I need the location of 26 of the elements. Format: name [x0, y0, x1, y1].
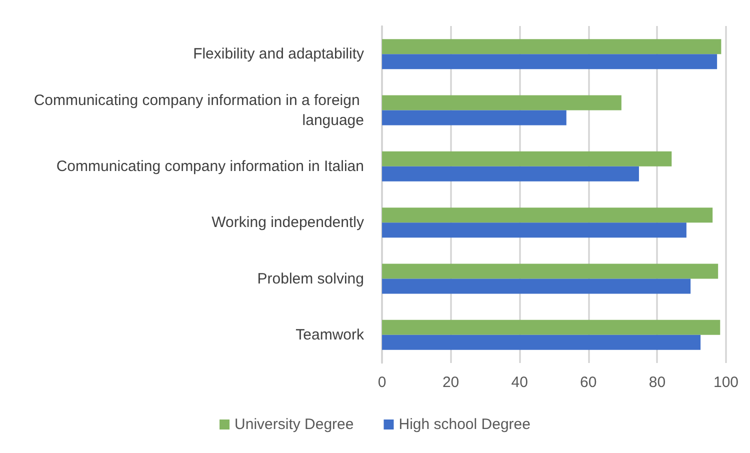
y-tick-label: Teamwork — [296, 326, 364, 344]
bar — [382, 334, 701, 350]
y-tick-label: Communicating company information in Italian — [56, 158, 364, 175]
x-tick-label: 100 — [713, 374, 739, 391]
bar — [382, 151, 672, 166]
bar — [382, 278, 691, 294]
bar — [382, 95, 622, 110]
y-tick-label: Flexibility and adaptability — [193, 46, 364, 63]
bar — [382, 166, 639, 182]
x-tick-label: 40 — [511, 374, 528, 391]
x-tick-label: 80 — [648, 374, 666, 391]
y-tick-label: Working independently — [212, 214, 364, 232]
bar — [382, 320, 720, 335]
bar — [382, 110, 566, 126]
bar — [382, 222, 686, 238]
bar — [382, 54, 718, 70]
y-tick-label: Problem solving — [257, 270, 364, 288]
y-tick-label: Communicating company information in a foreign language — [34, 92, 364, 129]
bar — [382, 39, 722, 54]
x-tick-label: 60 — [580, 374, 597, 391]
bar — [382, 208, 713, 223]
legend-label: University Degree — [234, 416, 354, 433]
x-tick-label: 0 — [378, 374, 386, 391]
legend-label: High school Degree — [398, 416, 530, 433]
bar — [382, 264, 718, 279]
x-tick-label: 20 — [442, 374, 460, 391]
